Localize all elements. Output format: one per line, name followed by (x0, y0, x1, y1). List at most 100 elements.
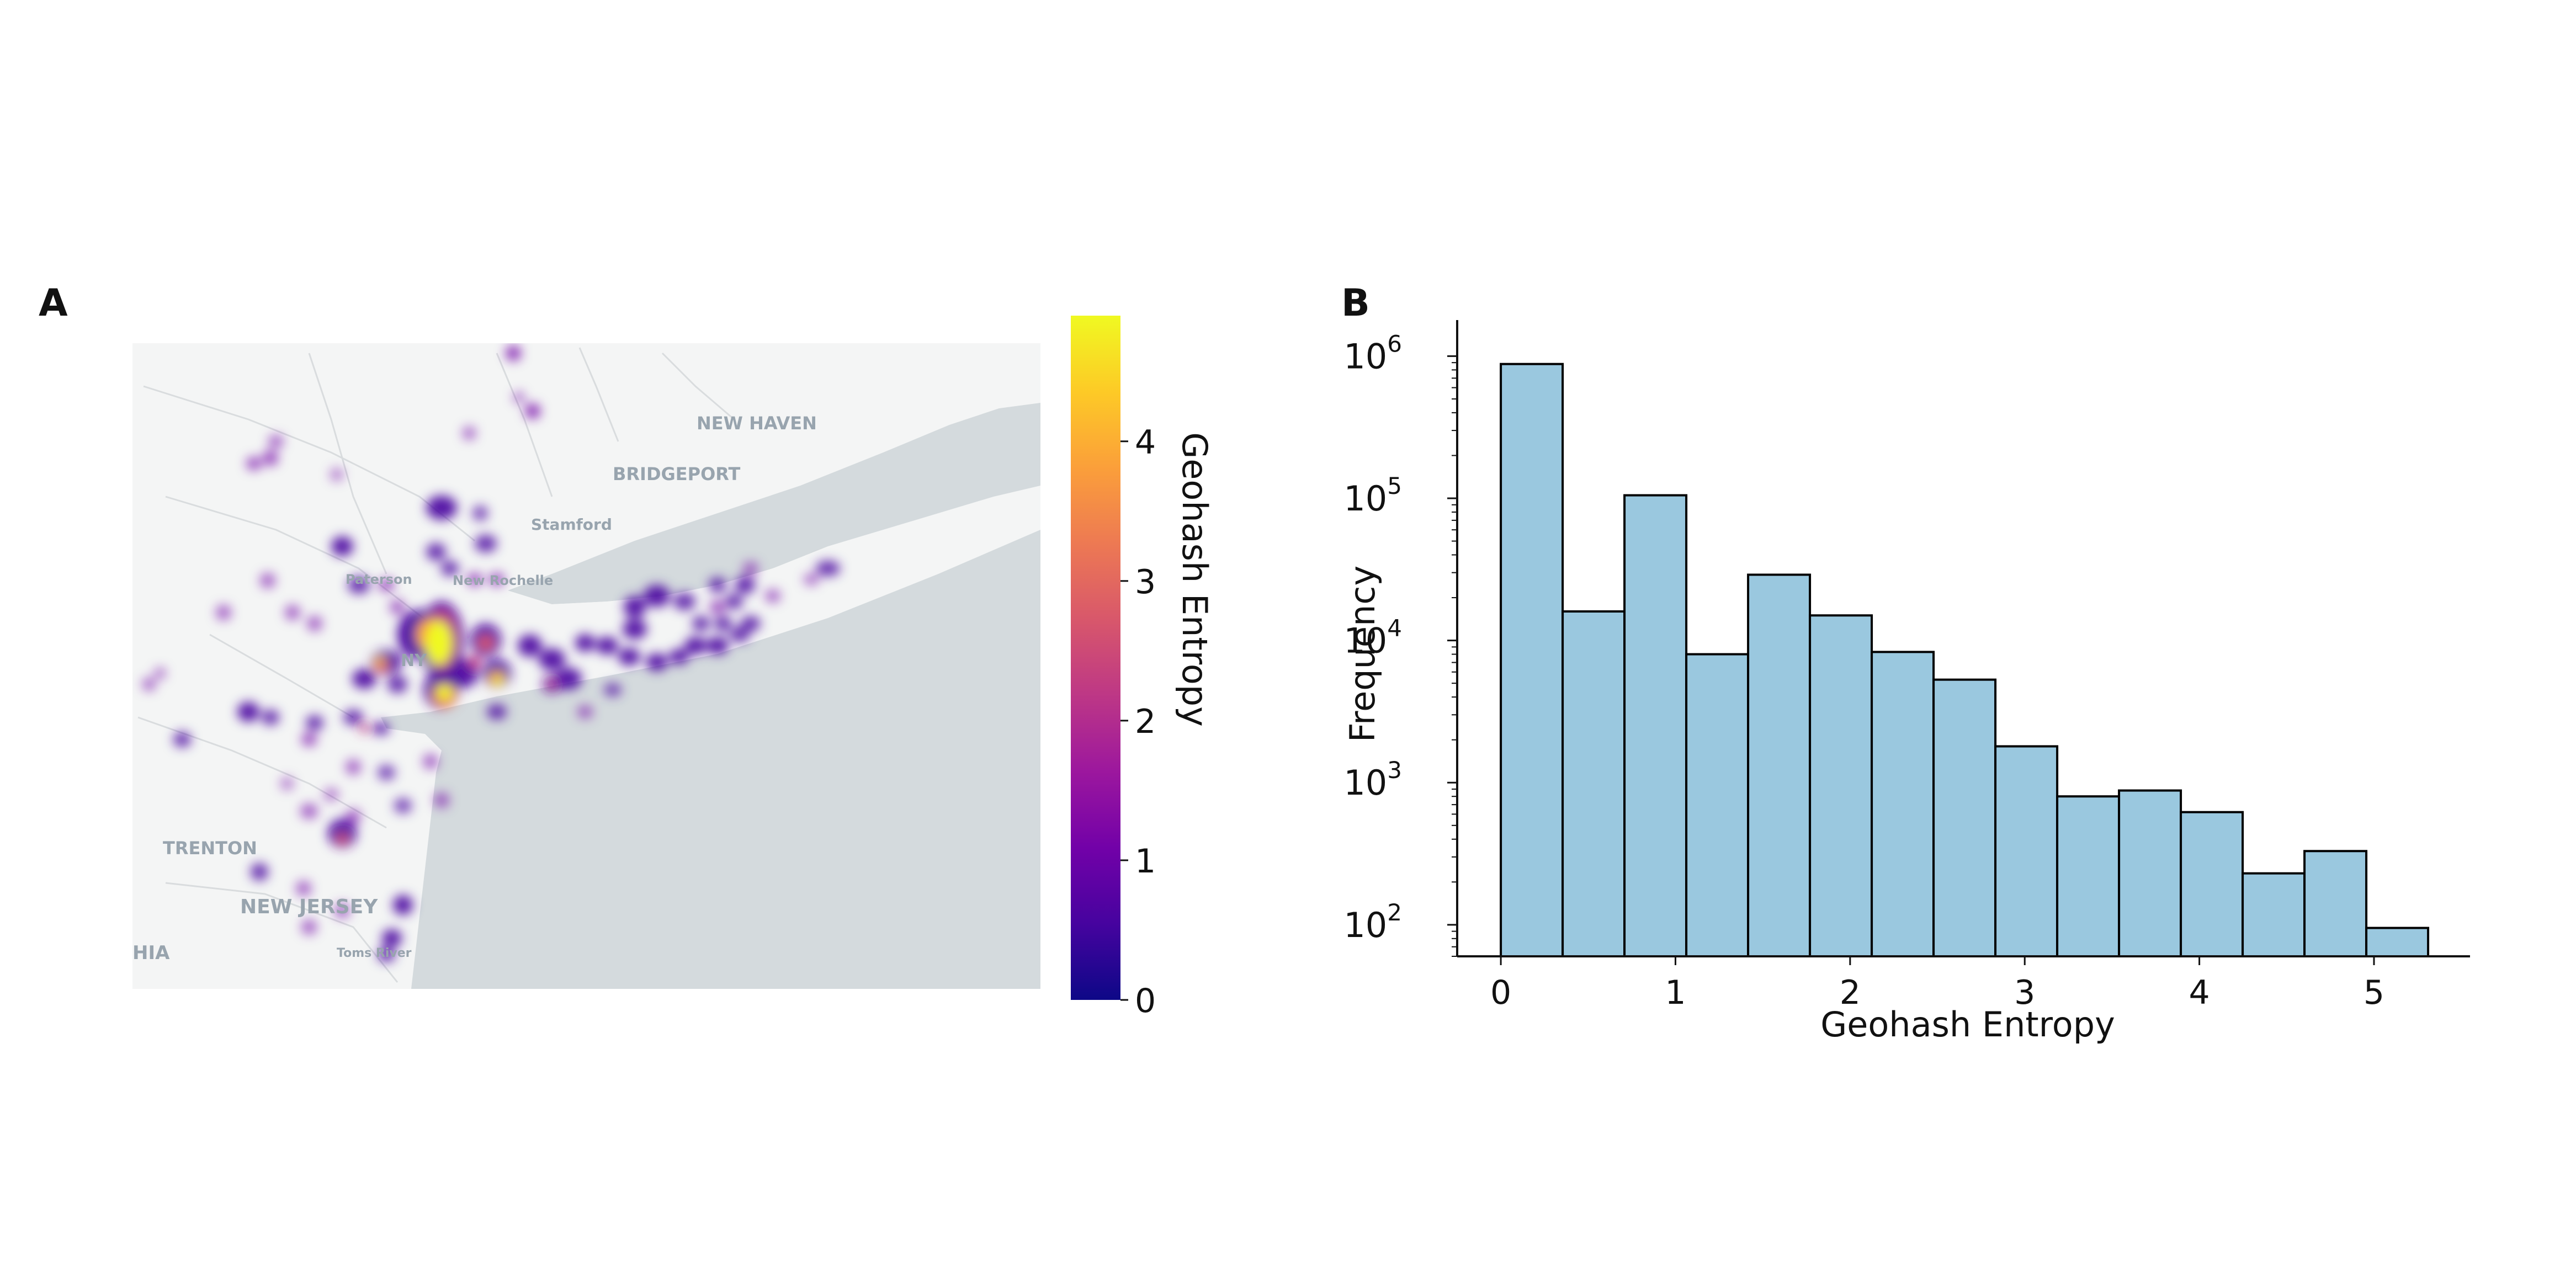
density-blob (301, 733, 317, 746)
density-blob (394, 798, 412, 813)
density-blob (260, 573, 275, 588)
density-blob (343, 710, 363, 725)
colorbar-tick-label: 1 (1135, 842, 1156, 881)
density-blob (816, 561, 840, 576)
density-blob (518, 635, 542, 657)
density-blob (352, 669, 376, 689)
density-blob (331, 536, 353, 556)
y-tick-label: 104 (1343, 615, 1402, 661)
density-blob (623, 619, 647, 639)
density-blob (268, 435, 284, 448)
density-blob (506, 345, 521, 361)
map: NEW HAVEN BRIDGEPORT Stamford Paterson N… (132, 343, 1040, 989)
y-tick-base: 10 (1343, 478, 1387, 519)
density-blob (539, 648, 565, 670)
density-hotspot (375, 657, 384, 666)
density-blob (285, 605, 300, 620)
density-blob (423, 754, 438, 769)
density-blob (251, 863, 268, 881)
density-blob (741, 616, 761, 631)
density-blob (604, 683, 622, 696)
map-label-bridgeport: BRIDGEPORT (613, 464, 740, 485)
density-hotspot (426, 621, 452, 665)
density-blob (513, 392, 524, 403)
y-tick-label: 102 (1343, 899, 1402, 945)
y-tick-exponent: 5 (1387, 472, 1402, 499)
histogram-bar (2365, 927, 2430, 958)
density-blob (301, 919, 317, 935)
density-blob (262, 710, 279, 725)
density-blob (804, 574, 819, 585)
y-axis-label: Frequency (1342, 566, 1383, 742)
density-blob (378, 947, 395, 962)
density-hotspot (548, 680, 556, 689)
density-blob (346, 759, 361, 775)
map-label-toms-river: Toms River (337, 946, 412, 960)
colorbar-tick-label: 2 (1135, 702, 1156, 741)
density-blob (765, 589, 780, 603)
density-blob (707, 637, 729, 654)
density-blob (346, 809, 361, 824)
density-blob (725, 594, 743, 609)
colorbar-tick-label: 4 (1135, 423, 1156, 462)
density-blob (714, 616, 732, 631)
histogram-bar (2118, 789, 2182, 957)
histogram-bar (2180, 811, 2244, 958)
density-blob (237, 702, 259, 722)
density-blob (142, 678, 156, 691)
histogram-bars (1500, 363, 2430, 958)
density-blob (334, 903, 350, 918)
density-blob (692, 616, 710, 631)
density-blob (426, 496, 457, 520)
density-hotspot (360, 724, 369, 733)
density-hotspot (337, 833, 348, 844)
density-blob (475, 535, 497, 552)
map-place-labels: NEW HAVEN BRIDGEPORT Stamford Paterson N… (132, 413, 817, 964)
density-blob (263, 450, 278, 466)
y-tick-base: 10 (1343, 621, 1387, 661)
map-label-new-haven: NEW HAVEN (697, 413, 817, 434)
density-blob (472, 505, 488, 521)
density-blob (730, 627, 750, 642)
colorbar-tick-label: 3 (1135, 563, 1156, 601)
histogram-bar (1500, 363, 1564, 958)
histogram-bar (1685, 653, 1750, 958)
x-tick-label: 4 (2189, 973, 2210, 1012)
density-blob (618, 648, 640, 666)
histogram-bar (2303, 850, 2368, 958)
colorbar-ticks: 0 1 2 3 4 (1120, 423, 1156, 1020)
histogram-bar (1994, 745, 2059, 958)
y-tick-base: 10 (1343, 905, 1387, 945)
map-label-new-jersey: NEW JERSEY (240, 896, 378, 918)
colorbar-gradient (1071, 316, 1120, 1000)
y-tick-exponent: 6 (1387, 330, 1402, 357)
density-blob (596, 637, 618, 654)
density-blob (434, 792, 449, 808)
density-blob (330, 468, 343, 481)
x-axis-label: Geohash Entropy (1820, 1004, 2115, 1045)
density-blob (644, 585, 670, 607)
density-blob (393, 895, 413, 915)
density-hotspot (478, 635, 493, 651)
panel-a-label: A (39, 281, 68, 325)
density-blob (489, 573, 504, 586)
density-hotspot (493, 676, 502, 685)
colorbar-label: Geohash Entropy (1175, 432, 1215, 727)
density-blob (348, 576, 370, 594)
density-blob (155, 668, 166, 679)
histogram-bar (2242, 872, 2306, 958)
histogram-bar (1747, 573, 1812, 957)
density-blob (710, 600, 725, 614)
map-label-paterson: Paterson (346, 572, 412, 587)
density-blob (441, 561, 459, 576)
density-blob (467, 573, 482, 586)
colorbar: 0 1 2 3 4 Geohash Entropy (1071, 316, 1215, 1020)
density-blob (743, 562, 758, 575)
y-tick-base: 10 (1343, 763, 1387, 803)
density-blob (709, 577, 726, 593)
density-blob (487, 704, 507, 720)
density-blob (246, 457, 262, 470)
density-blob (575, 634, 595, 652)
